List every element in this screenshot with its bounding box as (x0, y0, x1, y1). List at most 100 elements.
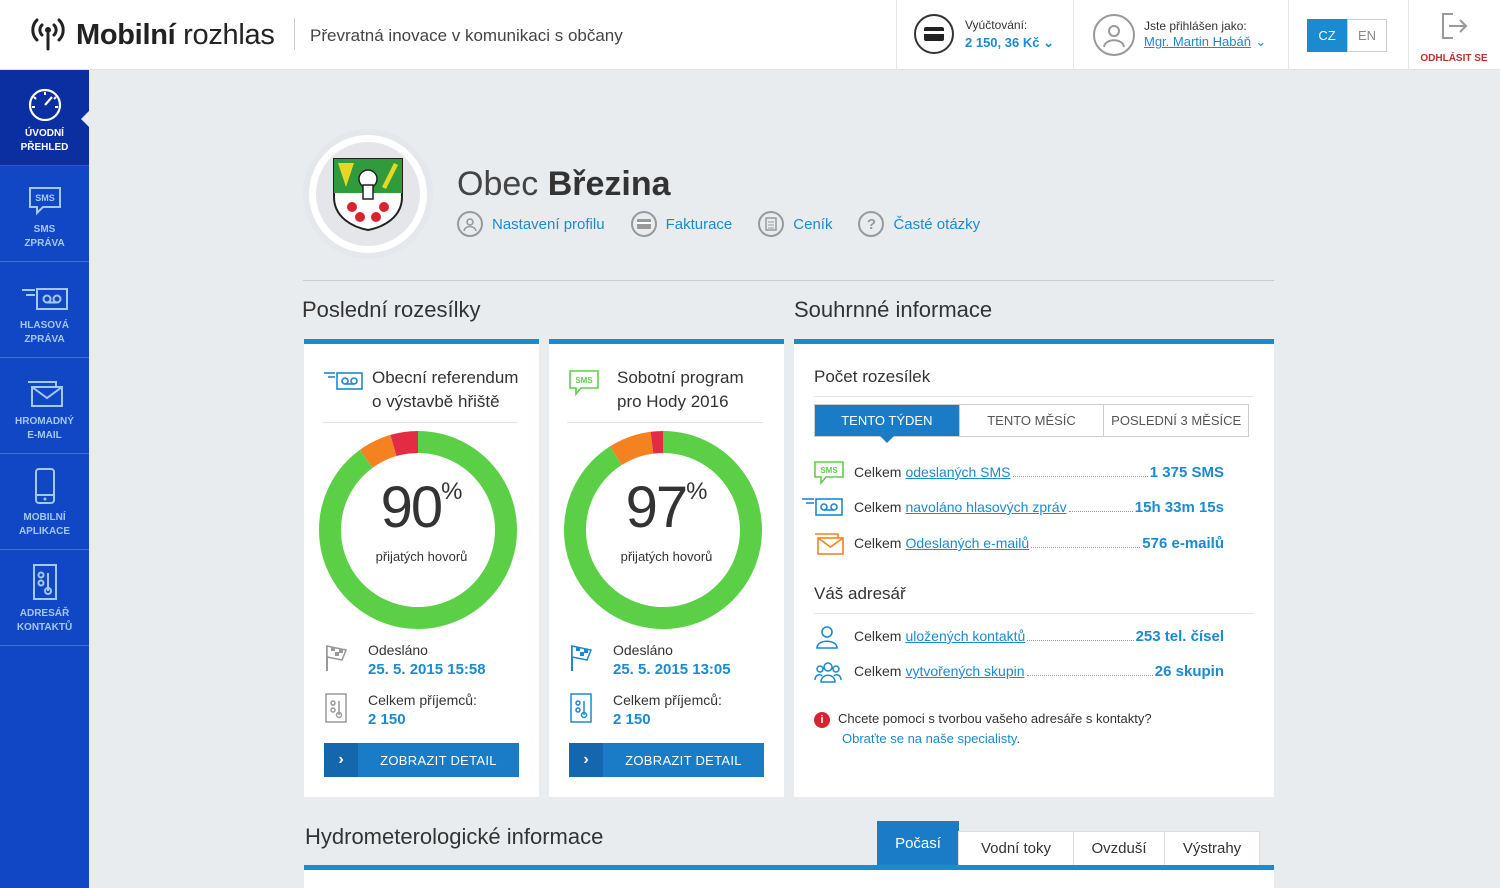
logout-button[interactable]: ODHLÁSIT SE (1408, 12, 1500, 64)
document-icon (758, 211, 785, 237)
sidebar-item-email[interactable]: HROMADNÝ E-MAIL (0, 358, 89, 454)
show-detail-button[interactable]: › ZOBRAZIT DETAIL (569, 743, 764, 777)
tab-this-month[interactable]: TENTO MĚSÍC (960, 405, 1105, 436)
info-icon: i (814, 711, 830, 728)
chevron-down-icon: ⌄ (1255, 34, 1267, 49)
stat-label: Celkem (854, 499, 902, 515)
donut-chart (319, 431, 517, 629)
user-icon (457, 211, 483, 237)
stat-label: Celkem (854, 464, 902, 480)
voicemail-icon (21, 285, 69, 313)
stat-link[interactable]: odeslaných SMS (905, 464, 1011, 480)
slogan: Převratná inovace v komunikaci s občany (294, 18, 623, 50)
municipality-crest (303, 129, 433, 259)
envelope-icon (25, 379, 65, 409)
divider (1073, 0, 1074, 70)
sidebar-item-voice[interactable]: HLASOVÁ ZPRÁVA (0, 262, 89, 358)
chevron-right-icon: › (324, 743, 358, 777)
sidebar-item-overview[interactable]: ÚVODNÍ PŘEHLED (0, 70, 90, 166)
profile-settings-link[interactable]: Nastavení profilu (457, 211, 605, 237)
stat-row-voice: Celkem navoláno hlasových zpráv 15h 33m 15… (802, 498, 1224, 519)
tab-weather[interactable]: Počasí (877, 821, 959, 866)
billing-dropdown[interactable]: Vyúčtování: 2 150, 36 Kč ⌄ (914, 14, 1054, 54)
count-title: Počet rozesílek (814, 367, 931, 386)
sent-value: 25. 5. 2015 13:05 (613, 661, 731, 678)
stat-link[interactable]: vytvořených skupin (905, 663, 1025, 679)
question-icon: ? (858, 211, 885, 237)
tab-this-week[interactable]: TENTO TÝDEN (815, 405, 960, 443)
show-detail-button[interactable]: › ZOBRAZIT DETAIL (324, 743, 519, 777)
envelope-icon (814, 532, 844, 559)
billing-label: Vyúčtování: (965, 17, 1028, 32)
divider (814, 613, 1254, 614)
logout-icon (1439, 13, 1469, 44)
logout-label: ODHLÁSIT SE (1420, 53, 1488, 64)
user-name[interactable]: Mgr. Martin Habáň (1144, 34, 1251, 49)
sidebar-label: SMS (33, 224, 56, 235)
coat-of-arms-icon (333, 158, 403, 231)
button-label: ZOBRAZIT DETAIL (625, 752, 742, 768)
divider (567, 422, 763, 423)
billing-link[interactable]: Fakturace (630, 211, 733, 237)
speedometer-icon (26, 87, 64, 121)
smartphone-icon (33, 467, 57, 505)
pricing-link[interactable]: Ceník (758, 211, 832, 237)
sidebar-item-mobile-app[interactable]: MOBILNÍ APLIKACE (0, 454, 89, 550)
sidebar-label: ZPRÁVA (24, 334, 65, 345)
stat-link[interactable]: navoláno hlasových zpráv (905, 499, 1067, 515)
tab-water-flows[interactable]: Vodní toky (958, 831, 1074, 866)
link-text[interactable]: Časté otázky (893, 215, 981, 233)
percent-value: 90% (380, 475, 463, 540)
users-group-icon (814, 660, 842, 687)
tab-warnings[interactable]: Výstrahy (1164, 831, 1260, 866)
recipients-info: Celkem příjemců: 2 150 (324, 692, 477, 729)
tab-air[interactable]: Ovzduší (1073, 831, 1165, 866)
brand-name: Mobilní rozhlas (76, 18, 275, 51)
logo[interactable]: Mobilní rozhlas (28, 14, 275, 56)
stat-link[interactable]: Odeslaných e-mailů (905, 535, 1030, 551)
sms-icon: SMS (569, 370, 599, 401)
faq-link[interactable]: ? Časté otázky (858, 211, 980, 237)
voicemail-icon (324, 370, 364, 397)
link-text[interactable]: Ceník (793, 215, 833, 233)
address-book-icon (569, 692, 593, 729)
link-text[interactable]: Fakturace (665, 215, 733, 233)
lang-cz-button[interactable]: CZ (1307, 19, 1347, 52)
profile-header: Obec Březina Nastavení profilu Fakturace… (303, 129, 980, 259)
stat-value: 26 skupin (1154, 663, 1224, 680)
sidebar: ÚVODNÍ PŘEHLED SMS SMS ZPRÁVA HLASOVÁ ZP… (0, 70, 90, 888)
link-text[interactable]: Nastavení profilu (492, 215, 605, 233)
sidebar-item-sms[interactable]: SMS SMS ZPRÁVA (0, 166, 89, 262)
sidebar-label: ZPRÁVA (24, 238, 65, 249)
language-switch: CZ EN (1307, 19, 1387, 52)
campaign-title: Obecní referendum (372, 368, 519, 387)
sidebar-item-contacts[interactable]: ADRESÁŘ KONTAKTŮ (0, 550, 89, 646)
percent-value: 97% (625, 475, 708, 540)
user-avatar-icon (1093, 14, 1135, 56)
stat-row-groups: Celkem vytvořených skupin 26 skupin (814, 662, 1224, 683)
tab-last-3-months[interactable]: POSLEDNÍ 3 MĚSÍCE (1111, 413, 1242, 428)
user-menu[interactable]: Jste přihlášen jako: Mgr. Martin Habáň ⌄ (1093, 14, 1266, 56)
contact-specialists-link[interactable]: Obraťte se na naše specialisty (842, 731, 1017, 746)
weather-panel (304, 870, 1274, 888)
lang-en-button[interactable]: EN (1347, 19, 1387, 52)
sidebar-label: HLASOVÁ (20, 320, 69, 331)
stat-label: Celkem (854, 535, 902, 551)
campaign-title: o výstavbě hřiště (372, 392, 500, 411)
donut-slice-orange (359, 434, 397, 468)
stat-value: 253 tel. čísel (1135, 628, 1224, 645)
period-tabs: TENTO TÝDEN TENTO MĚSÍC POSLEDNÍ 3 MĚSÍC… (814, 404, 1249, 443)
summary-card: Počet rozesílek TENTO TÝDEN TENTO MĚSÍC … (794, 339, 1274, 797)
stat-row-sms: SMS Celkem odeslaných SMS 1 375 SMS (814, 461, 1224, 486)
svg-text:SMS: SMS (820, 466, 838, 475)
section-title-recent: Poslední rozesílky (302, 297, 481, 322)
stat-link[interactable]: uložených kontaktů (905, 628, 1026, 644)
svg-text:SMS: SMS (35, 193, 55, 203)
donut-slice-red (390, 431, 419, 457)
voicemail-icon (802, 496, 844, 521)
sent-value: 25. 5. 2015 15:58 (368, 661, 486, 678)
campaign-card: Obecní referendum o výstavbě hřiště 90% … (304, 339, 539, 797)
stat-row-contacts: Celkem uložených kontaktů 253 tel. čísel (814, 626, 1224, 649)
chevron-down-icon: ⌄ (1043, 34, 1054, 50)
donut-slice-red (650, 431, 664, 454)
